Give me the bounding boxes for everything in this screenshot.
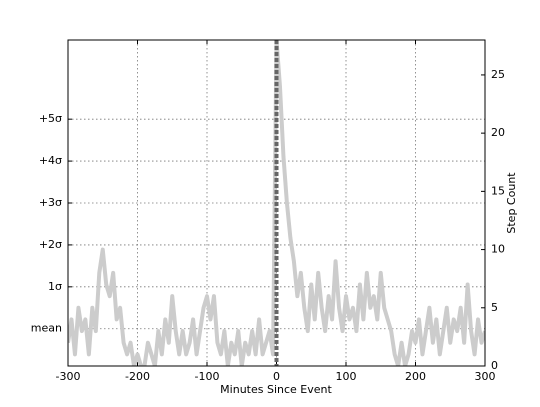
y-tick-label: +2σ — [39, 238, 62, 251]
plot-frame — [67, 39, 486, 367]
y2-tick-label: 0 — [491, 359, 498, 372]
x-tick-label: -300 — [56, 370, 81, 383]
y-tick-label: mean — [31, 322, 62, 335]
x-tick-label: 200 — [405, 370, 426, 383]
data-line — [68, 40, 485, 366]
plot-area — [68, 40, 485, 366]
x-tick-label: -200 — [125, 370, 150, 383]
y2-tick-label: 5 — [491, 301, 498, 314]
y2-tick-label: 15 — [491, 184, 505, 197]
y-tick-label: 1σ — [48, 280, 62, 293]
x-tick-label: 0 — [273, 370, 280, 383]
x-axis-label: Minutes Since Event — [220, 383, 332, 396]
x-tick-label: 100 — [336, 370, 357, 383]
y2-axis-label: Step Count — [505, 172, 518, 234]
y2-tick-label: 10 — [491, 243, 505, 256]
y2-tick-label: 20 — [491, 126, 505, 139]
y2-tick-label: 25 — [491, 68, 505, 81]
y-tick-label: +5σ — [39, 112, 62, 125]
x-tick-label: 300 — [475, 370, 496, 383]
x-tick-label: -100 — [195, 370, 220, 383]
y-tick-label: +4σ — [39, 154, 62, 167]
y-tick-label: +3σ — [39, 196, 62, 209]
